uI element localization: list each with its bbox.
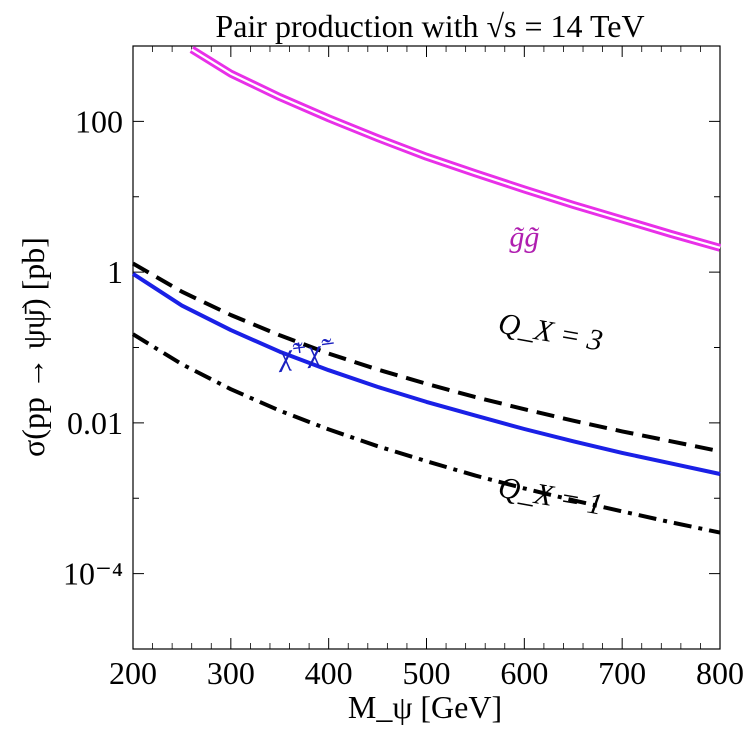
y-tick-label: 100: [75, 103, 123, 139]
series-line-gluino: [189, 45, 722, 252]
x-tick-label: 800: [696, 655, 744, 691]
x-tick-label: 200: [109, 655, 157, 691]
x-tick-label: 300: [207, 655, 255, 691]
y-tick-label: 0.01: [67, 405, 123, 441]
x-tick-label: 400: [305, 655, 353, 691]
x-axis-ticks: 200 300 400 500 600 700 800: [109, 46, 744, 691]
x-tick-label: 700: [598, 655, 646, 691]
y-tick-label: 10⁻⁴: [63, 556, 123, 592]
annotation-label: Q_X = 1: [496, 471, 605, 522]
series-line-qx3: [132, 261, 721, 454]
chart-title: Pair production with √s = 14 TeV: [215, 8, 644, 44]
series-layer: [131, 45, 722, 535]
annotation-label: χ̃⁺χ̃⁻: [274, 332, 339, 373]
x-tick-label: 500: [403, 655, 451, 691]
series-line-chargino: [131, 272, 721, 476]
y-tick-label: 1: [107, 254, 123, 290]
series-line-gluino-core: [191, 48, 721, 249]
annotation-label: g̃g̃: [509, 220, 539, 253]
x-axis-label: M_ψ [GeV]: [348, 689, 502, 725]
series-line-qx1: [131, 332, 721, 535]
x-tick-label: 600: [500, 655, 548, 691]
annotation-layer: g̃g̃ χ̃⁺χ̃⁻ Q_X = 3 Q_X = 1: [274, 220, 605, 521]
y-axis-ticks: 100 1 0.01 10⁻⁴: [63, 45, 720, 650]
annotation-label: Q_X = 3: [496, 307, 605, 358]
y-axis-label: σ(pp → ψψ̄) [pb]: [15, 237, 51, 457]
plot-frame: [132, 45, 721, 650]
